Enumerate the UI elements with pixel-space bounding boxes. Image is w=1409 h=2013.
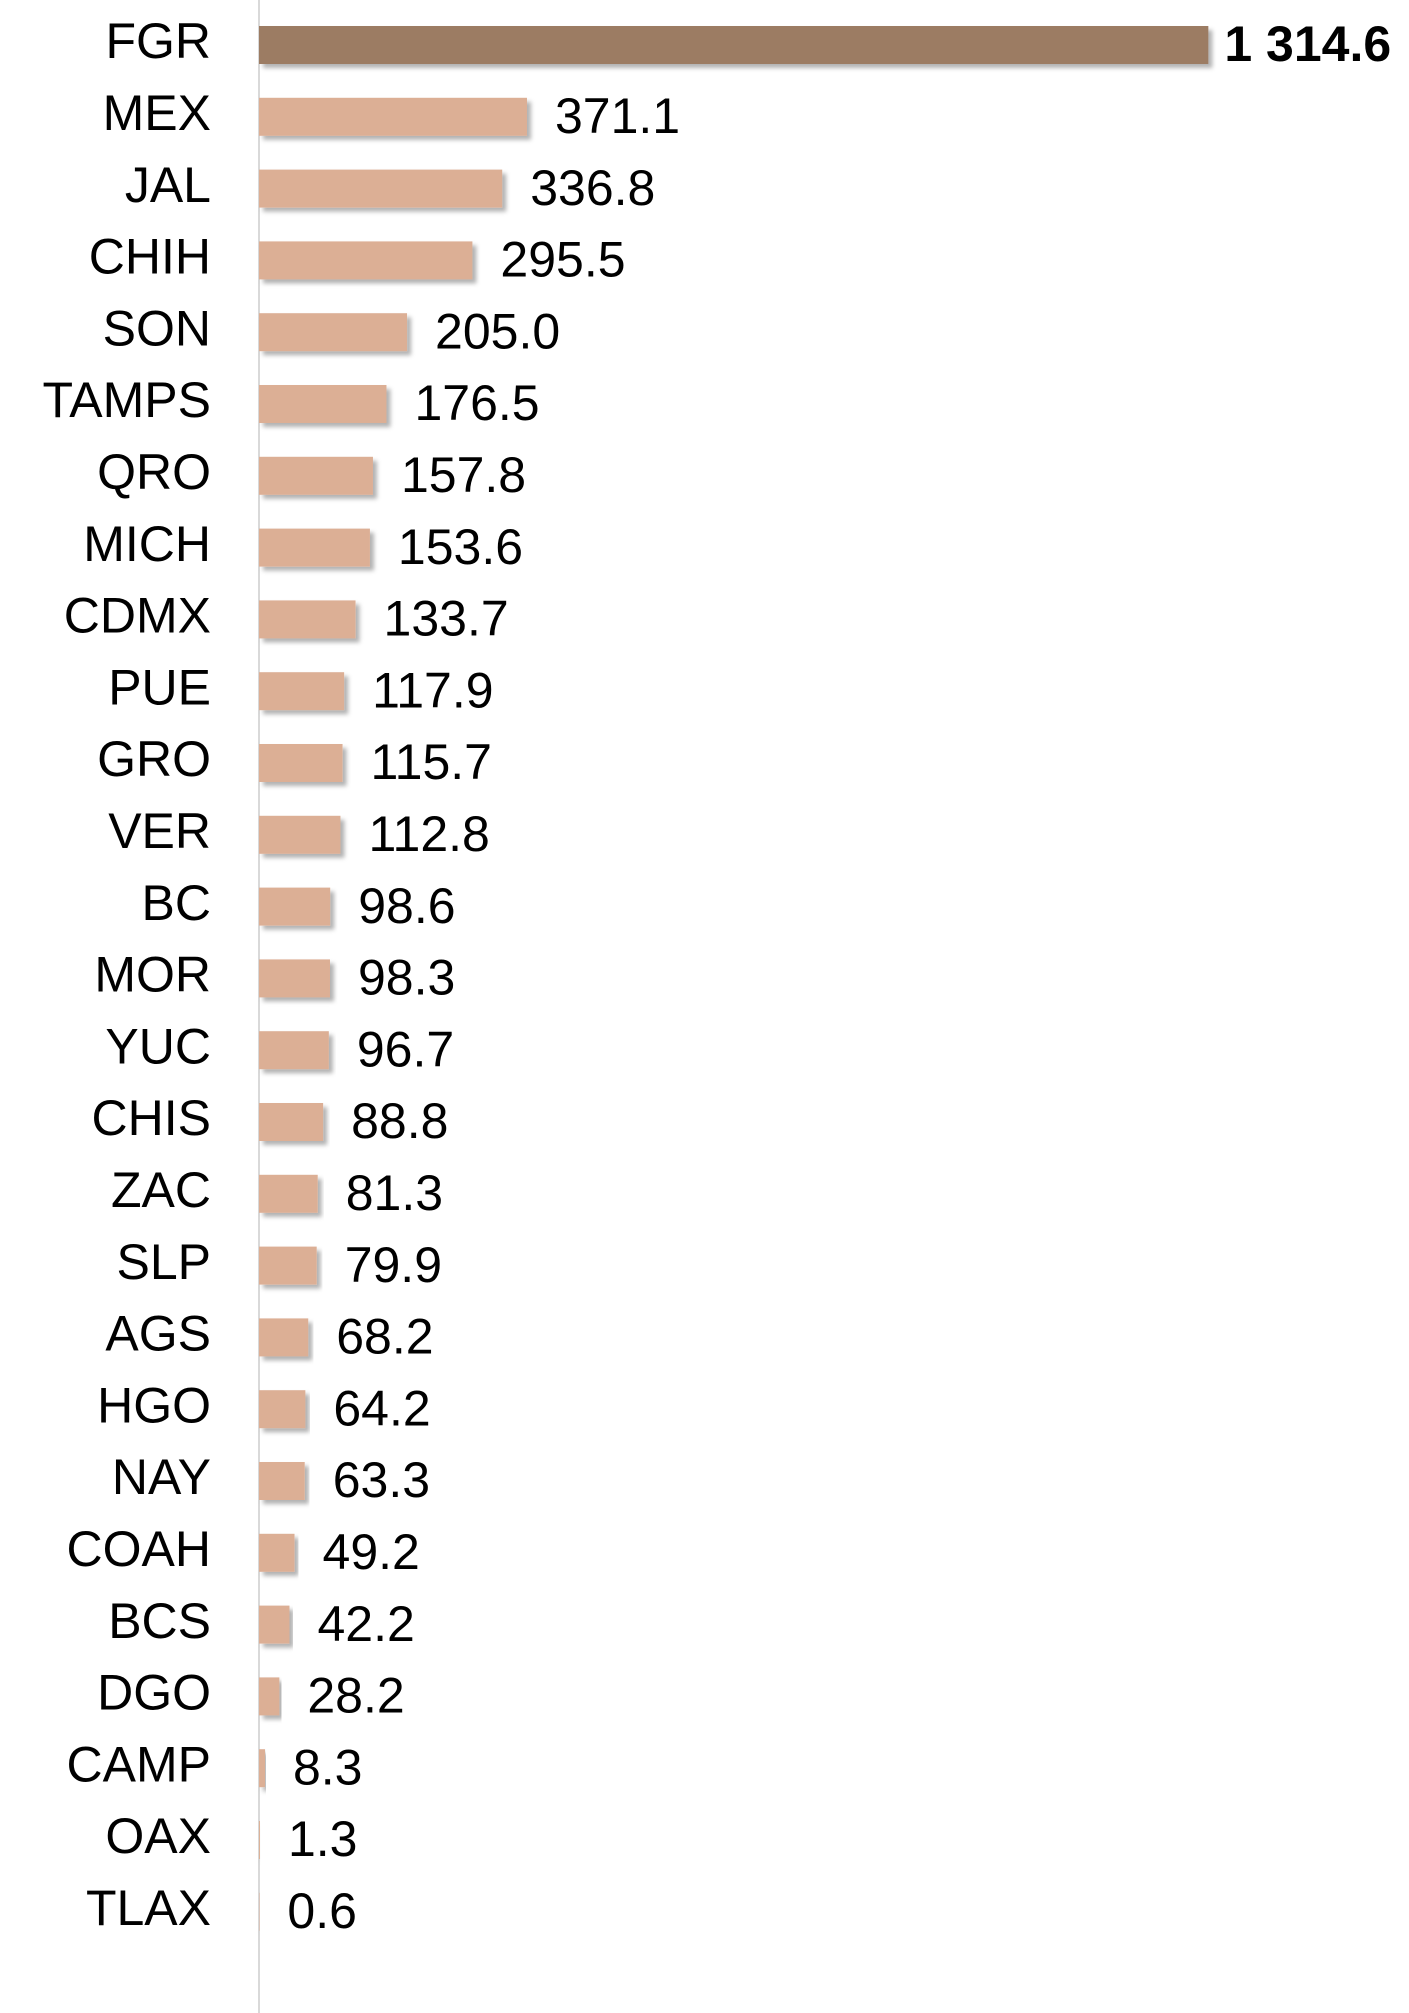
value-label: 153.6 xyxy=(398,519,523,575)
value-label: 96.7 xyxy=(357,1021,454,1077)
value-label: 371.1 xyxy=(555,88,680,144)
category-label: AGS xyxy=(105,1306,211,1362)
value-label: 68.2 xyxy=(336,1309,433,1365)
value-label: 49.2 xyxy=(323,1524,420,1580)
bar xyxy=(259,385,387,423)
value-label: 81.3 xyxy=(346,1165,443,1221)
category-label: DGO xyxy=(97,1665,211,1721)
category-label: YUC xyxy=(105,1018,211,1074)
bar xyxy=(259,313,408,352)
value-label: 295.5 xyxy=(500,232,625,288)
bar xyxy=(259,1821,260,1859)
category-label: COAH xyxy=(67,1521,211,1577)
bar xyxy=(259,672,345,711)
value-label: 112.8 xyxy=(368,806,489,862)
category-label: MICH xyxy=(83,516,211,572)
bar xyxy=(259,887,331,926)
category-label: FGR xyxy=(105,13,211,69)
value-label: 0.6 xyxy=(287,1883,357,1939)
category-label: BC xyxy=(142,875,211,931)
category-label: BCS xyxy=(108,1593,211,1649)
value-label: 98.6 xyxy=(358,878,455,934)
category-label: ZAC xyxy=(111,1162,211,1218)
value-label: 205.0 xyxy=(435,303,560,359)
value-label: 42.2 xyxy=(317,1596,414,1652)
bar xyxy=(259,26,1209,64)
value-label: 63.3 xyxy=(333,1452,430,1508)
category-label: GRO xyxy=(97,731,211,787)
value-label: 8.3 xyxy=(293,1739,363,1795)
bar xyxy=(259,241,473,280)
bar xyxy=(259,169,503,208)
bar xyxy=(259,1390,306,1429)
bar xyxy=(259,815,341,854)
category-label: CHIH xyxy=(89,229,211,285)
bar xyxy=(259,744,343,782)
category-label: VER xyxy=(108,803,211,859)
value-label: 117.9 xyxy=(372,662,493,718)
bar xyxy=(259,1605,290,1644)
category-label: SLP xyxy=(116,1234,211,1290)
value-label: 133.7 xyxy=(384,591,509,647)
bar xyxy=(259,600,356,639)
category-label: MOR xyxy=(94,947,211,1003)
value-label: 1.3 xyxy=(288,1811,358,1867)
bar xyxy=(259,1318,309,1357)
category-label: NAY xyxy=(112,1449,211,1505)
bar xyxy=(259,1462,305,1500)
bar xyxy=(259,1246,317,1285)
value-label: 157.8 xyxy=(401,447,526,503)
value-label: 336.8 xyxy=(530,160,655,216)
value-label: 79.9 xyxy=(345,1237,442,1293)
bar xyxy=(259,1174,318,1213)
category-label: CHIS xyxy=(92,1090,211,1146)
category-label: SON xyxy=(103,300,211,356)
category-label: MEX xyxy=(103,85,211,141)
bar xyxy=(259,1031,329,1070)
bar xyxy=(259,456,373,495)
value-label: 88.8 xyxy=(351,1093,448,1149)
value-label: 115.7 xyxy=(371,734,492,790)
category-label: QRO xyxy=(97,444,211,500)
bar xyxy=(259,1677,280,1716)
category-label: CAMP xyxy=(67,1736,211,1792)
bar xyxy=(259,1749,265,1788)
bar xyxy=(259,959,330,998)
bar xyxy=(259,97,527,136)
category-label: TLAX xyxy=(86,1880,211,1936)
value-label: 64.2 xyxy=(333,1380,430,1436)
category-label: OAX xyxy=(105,1808,211,1864)
value-label: 28.2 xyxy=(307,1668,404,1724)
bar xyxy=(259,528,370,567)
value-label: 176.5 xyxy=(414,375,539,431)
category-label: CDMX xyxy=(64,588,211,644)
category-label: PUE xyxy=(108,659,211,715)
category-label: TAMPS xyxy=(42,372,211,428)
bar xyxy=(259,1103,324,1141)
value-label: 1 314.6 xyxy=(1224,16,1391,72)
bar xyxy=(259,1533,295,1572)
category-label: JAL xyxy=(125,157,211,213)
value-label: 98.3 xyxy=(358,950,455,1006)
category-label: HGO xyxy=(97,1377,211,1433)
